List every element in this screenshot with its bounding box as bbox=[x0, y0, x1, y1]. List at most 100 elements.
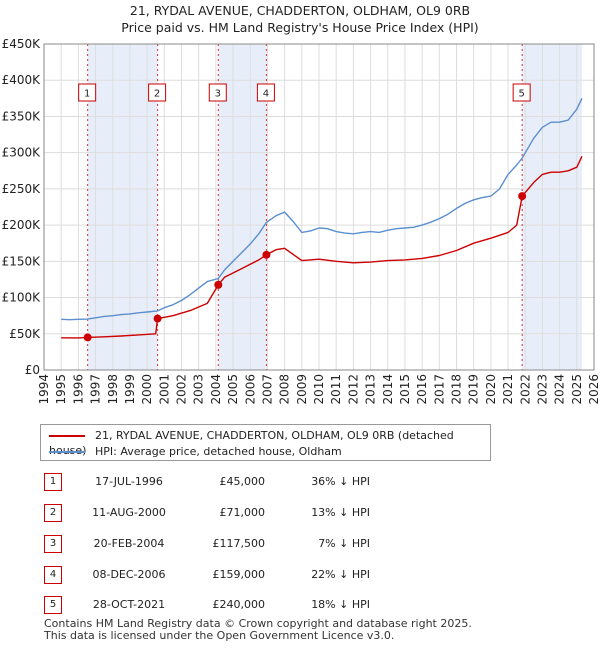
y-tick-label: £50K bbox=[9, 327, 41, 341]
x-tick-label: 2015 bbox=[398, 374, 412, 405]
x-tick-label: 2000 bbox=[140, 374, 154, 405]
sale-number-box bbox=[512, 83, 531, 102]
sale-hpi-diff: 22% ↓ HPI bbox=[311, 568, 370, 581]
sale-date: 11-AUG-2000 bbox=[92, 506, 166, 519]
sale-price: £240,000 bbox=[212, 598, 266, 611]
sale-row: 1 17-JUL-1996 £45,000 36% ↓ HPI bbox=[0, 473, 600, 493]
sale-number-box bbox=[78, 83, 97, 102]
sale-number-label: 5 bbox=[518, 89, 524, 100]
legend: 21, RYDAL AVENUE, CHADDERTON, OLDHAM, OL… bbox=[40, 424, 491, 461]
x-tick-label: 2023 bbox=[535, 374, 549, 405]
sale-point bbox=[83, 333, 92, 342]
sale-number-box bbox=[256, 83, 275, 102]
plot-border bbox=[43, 43, 595, 371]
x-tick-label: 2001 bbox=[157, 374, 171, 405]
sale-number-label: 2 bbox=[154, 89, 160, 100]
sale-number-badge: 3 bbox=[44, 535, 62, 553]
sale-number-box bbox=[148, 83, 167, 102]
y-tick-label: £350K bbox=[2, 109, 42, 123]
sale-point bbox=[214, 280, 223, 289]
footer: Contains HM Land Registry data © Crown c… bbox=[44, 618, 472, 642]
x-tick-label: 2022 bbox=[518, 374, 532, 405]
y-tick-label: £100K bbox=[2, 291, 42, 305]
price-chart: £0 £50K £100K £150K £200K £250K £300K £350K £400… bbox=[2, 37, 600, 405]
sale-number-badge: 4 bbox=[44, 566, 62, 584]
sale-price: £71,000 bbox=[219, 506, 266, 519]
chart-title-line1: 21, RYDAL AVENUE, CHADDERTON, OLDHAM, OL… bbox=[129, 3, 471, 18]
sale-date: 28-OCT-2021 bbox=[92, 598, 166, 611]
sale-date: 17-JUL-1996 bbox=[95, 475, 163, 488]
x-tick-label: 2005 bbox=[226, 374, 240, 405]
sale-date: 20-FEB-2004 bbox=[93, 537, 165, 550]
x-tick-label: 2026 bbox=[587, 374, 600, 405]
x-tick-label: 2013 bbox=[364, 374, 378, 405]
x-tick-label: 1999 bbox=[123, 374, 137, 405]
y-tick-label: £400K bbox=[2, 73, 42, 87]
sale-number-label: 3 bbox=[215, 89, 221, 100]
x-tick-label: 2021 bbox=[501, 374, 515, 405]
sale-number-label: 4 bbox=[263, 89, 269, 100]
x-tick-label: 2019 bbox=[467, 374, 481, 405]
x-tick-label: 1995 bbox=[54, 374, 68, 405]
footer-licence: This data is licensed under the Open Gov… bbox=[44, 629, 395, 642]
x-tick-label: 2018 bbox=[450, 374, 464, 405]
x-tick-label: 2012 bbox=[346, 374, 360, 405]
chart-title-line2: Price paid vs. HM Land Registry's House … bbox=[121, 20, 479, 35]
sale-price: £159,000 bbox=[212, 568, 266, 581]
x-tick-label: 2010 bbox=[312, 374, 326, 405]
sale-price: £45,000 bbox=[219, 475, 266, 488]
sale-hpi-diff: 13% ↓ HPI bbox=[311, 506, 370, 519]
sale-hpi-diff: 7% ↓ HPI bbox=[318, 537, 370, 550]
x-tick-label: 2009 bbox=[295, 374, 309, 405]
sale-number-badge: 2 bbox=[44, 504, 62, 522]
x-tick-label: 2014 bbox=[381, 374, 395, 405]
hpi-series-line bbox=[61, 97, 583, 321]
sale-period-shade bbox=[522, 44, 582, 370]
x-tick-label: 2017 bbox=[432, 374, 446, 405]
x-tick-label: 2003 bbox=[192, 374, 206, 405]
y-tick-label: £0 bbox=[25, 363, 40, 377]
x-tick-label: 2002 bbox=[175, 374, 189, 405]
legend-hpi-label: HPI: Average price, detached house, Oldh… bbox=[95, 445, 342, 458]
x-tick-label: 1997 bbox=[89, 374, 103, 405]
sale-period-shade bbox=[87, 44, 158, 370]
y-tick-label: £150K bbox=[2, 254, 42, 268]
legend-item-property: 21, RYDAL AVENUE, CHADDERTON, OLDHAM, OL… bbox=[49, 428, 490, 457]
sale-point bbox=[153, 314, 162, 323]
x-tick-label: 2016 bbox=[415, 374, 429, 405]
property-series-line bbox=[61, 155, 583, 339]
x-tick-label: 2007 bbox=[260, 374, 274, 405]
x-tick-label: 2004 bbox=[209, 374, 223, 405]
sale-number-badge: 1 bbox=[44, 473, 62, 491]
sale-row: 5 28-OCT-2021 £240,000 18% ↓ HPI bbox=[0, 596, 600, 616]
sale-hpi-diff: 36% ↓ HPI bbox=[311, 475, 370, 488]
y-tick-label: £450K bbox=[2, 37, 42, 51]
sale-hpi-diff: 18% ↓ HPI bbox=[311, 598, 370, 611]
legend-property-label: 21, RYDAL AVENUE, CHADDERTON, OLDHAM, OL… bbox=[49, 429, 454, 457]
sale-number-box bbox=[208, 83, 227, 102]
sale-row: 3 20-FEB-2004 £117,500 7% ↓ HPI bbox=[0, 535, 600, 555]
x-tick-label: 1994 bbox=[37, 374, 51, 405]
footer-copyright: Contains HM Land Registry data © Crown c… bbox=[44, 617, 472, 630]
x-tick-label: 2024 bbox=[553, 374, 567, 405]
x-tick-label: 1996 bbox=[71, 374, 85, 405]
y-tick-label: £200K bbox=[2, 218, 42, 232]
legend-hpi-line bbox=[49, 451, 85, 453]
y-tick-label: £300K bbox=[2, 146, 42, 160]
x-tick-label: 1998 bbox=[106, 374, 120, 405]
sale-point bbox=[518, 192, 527, 201]
sale-number-label: 1 bbox=[84, 89, 90, 100]
legend-property-line bbox=[49, 435, 85, 437]
sale-row: 2 11-AUG-2000 £71,000 13% ↓ HPI bbox=[0, 504, 600, 524]
sale-date: 08-DEC-2006 bbox=[92, 568, 166, 581]
x-tick-label: 2008 bbox=[278, 374, 292, 405]
x-tick-label: 2011 bbox=[329, 374, 343, 405]
y-tick-label: £250K bbox=[2, 182, 42, 196]
sale-point bbox=[262, 250, 271, 259]
x-tick-label: 2025 bbox=[570, 374, 584, 405]
x-tick-label: 2020 bbox=[484, 374, 498, 405]
sale-row: 4 08-DEC-2006 £159,000 22% ↓ HPI bbox=[0, 566, 600, 586]
x-tick-label: 2006 bbox=[243, 374, 257, 405]
sale-number-badge: 5 bbox=[44, 596, 62, 614]
legend-item-hpi: HPI: Average price, detached house, Oldh… bbox=[49, 444, 342, 459]
